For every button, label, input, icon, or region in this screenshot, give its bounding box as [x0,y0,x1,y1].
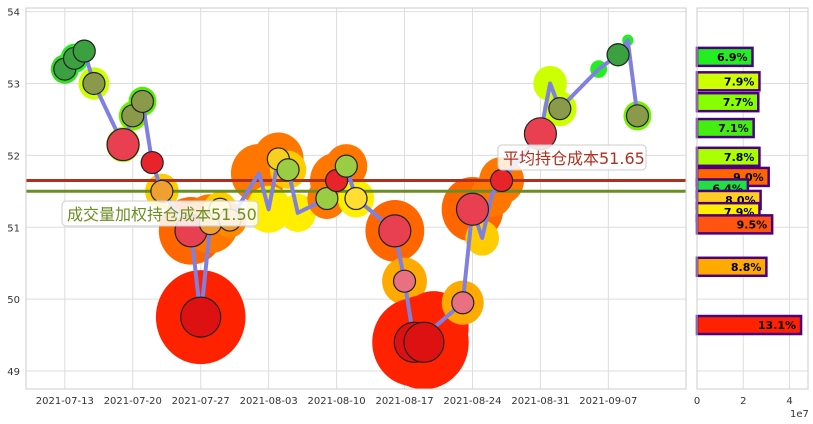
y-tick-label: 49 [7,367,20,378]
strawberry-marker [140,150,164,175]
x-tick-label: 2021-08-31 [511,396,569,407]
bar-pct-label: 6.9% [717,51,748,64]
bar-pct-label: 13.1% [758,319,796,332]
bar-x-tick-label: 4 [786,396,792,407]
x-tick-label: 2021-07-13 [36,396,94,407]
y-tick-label: 50 [7,295,20,306]
watermelon-marker [455,192,490,226]
volume-bars: 6.9%7.9%7.7%7.1%7.8%9.0%6.4%8.0%7.9%9.5%… [695,46,803,336]
x-tick-label: 2021-07-20 [104,396,162,407]
kiwi-marker [276,158,300,182]
x-tick-label: 2021-07-27 [172,396,230,407]
bar-plot-frame [696,7,809,390]
bar-x-tick-label: 2 [740,396,746,407]
x-tick-label: 2021-09-07 [579,396,637,407]
vwap-cost-label: 成交量加权持仓成本51.50 [67,205,257,224]
bar-axis-ticks: 0 2 4 [694,396,793,407]
carrot-marker [150,179,174,203]
vwap-cost-label-box [61,200,259,227]
y-tick-label: 53 [7,79,20,90]
x-tick-label: 2021-08-10 [308,396,366,407]
bar-axis-scale: 1e7 [790,409,809,420]
watermelon-marker [106,127,140,162]
main-axis-ticks: 2021-07-13 2021-07-20 2021-07-27 2021-08-03… [7,8,637,407]
apple-marker [180,296,222,338]
y-tick-label: 54 [7,8,20,19]
avg-cost-label: 平均持仓成本51.65 [503,149,645,168]
x-tick-label: 2021-08-24 [443,396,501,407]
pear-marker [130,89,155,114]
pear-marker [82,71,106,96]
avg-cost-label-box [497,144,647,171]
radish-marker [392,269,417,293]
apple-marker [403,321,445,363]
pear-marker [625,104,650,128]
pear-marker [548,97,572,121]
bar-pct-label: 8.8% [731,261,762,274]
kiwi-marker [315,186,339,211]
annotations: 平均持仓成本51.65 成交量加权持仓成本51.50 [61,144,647,227]
bar-pct-label: 7.9% [724,75,755,88]
kiwi-marker [334,154,358,178]
bar-pct-label: 7.7% [723,96,754,109]
main-plot-frame [25,7,687,390]
y-tick-label: 51 [7,223,20,234]
bar-pct-label: 9.5% [737,218,768,231]
peas-marker [72,39,96,63]
radish-marker [451,291,475,315]
bar-pct-label: 7.8% [724,151,755,164]
strawberry-marker [489,168,514,193]
bar-pct-label: 7.1% [718,122,749,135]
banana-marker [344,186,368,211]
bar-x-tick-label: 0 [694,396,700,407]
peas-marker [606,43,630,67]
x-tick-label: 2021-08-17 [375,396,433,407]
x-tick-label: 2021-08-03 [240,396,298,407]
watermelon-marker [378,214,412,248]
y-tick-label: 52 [7,151,20,162]
